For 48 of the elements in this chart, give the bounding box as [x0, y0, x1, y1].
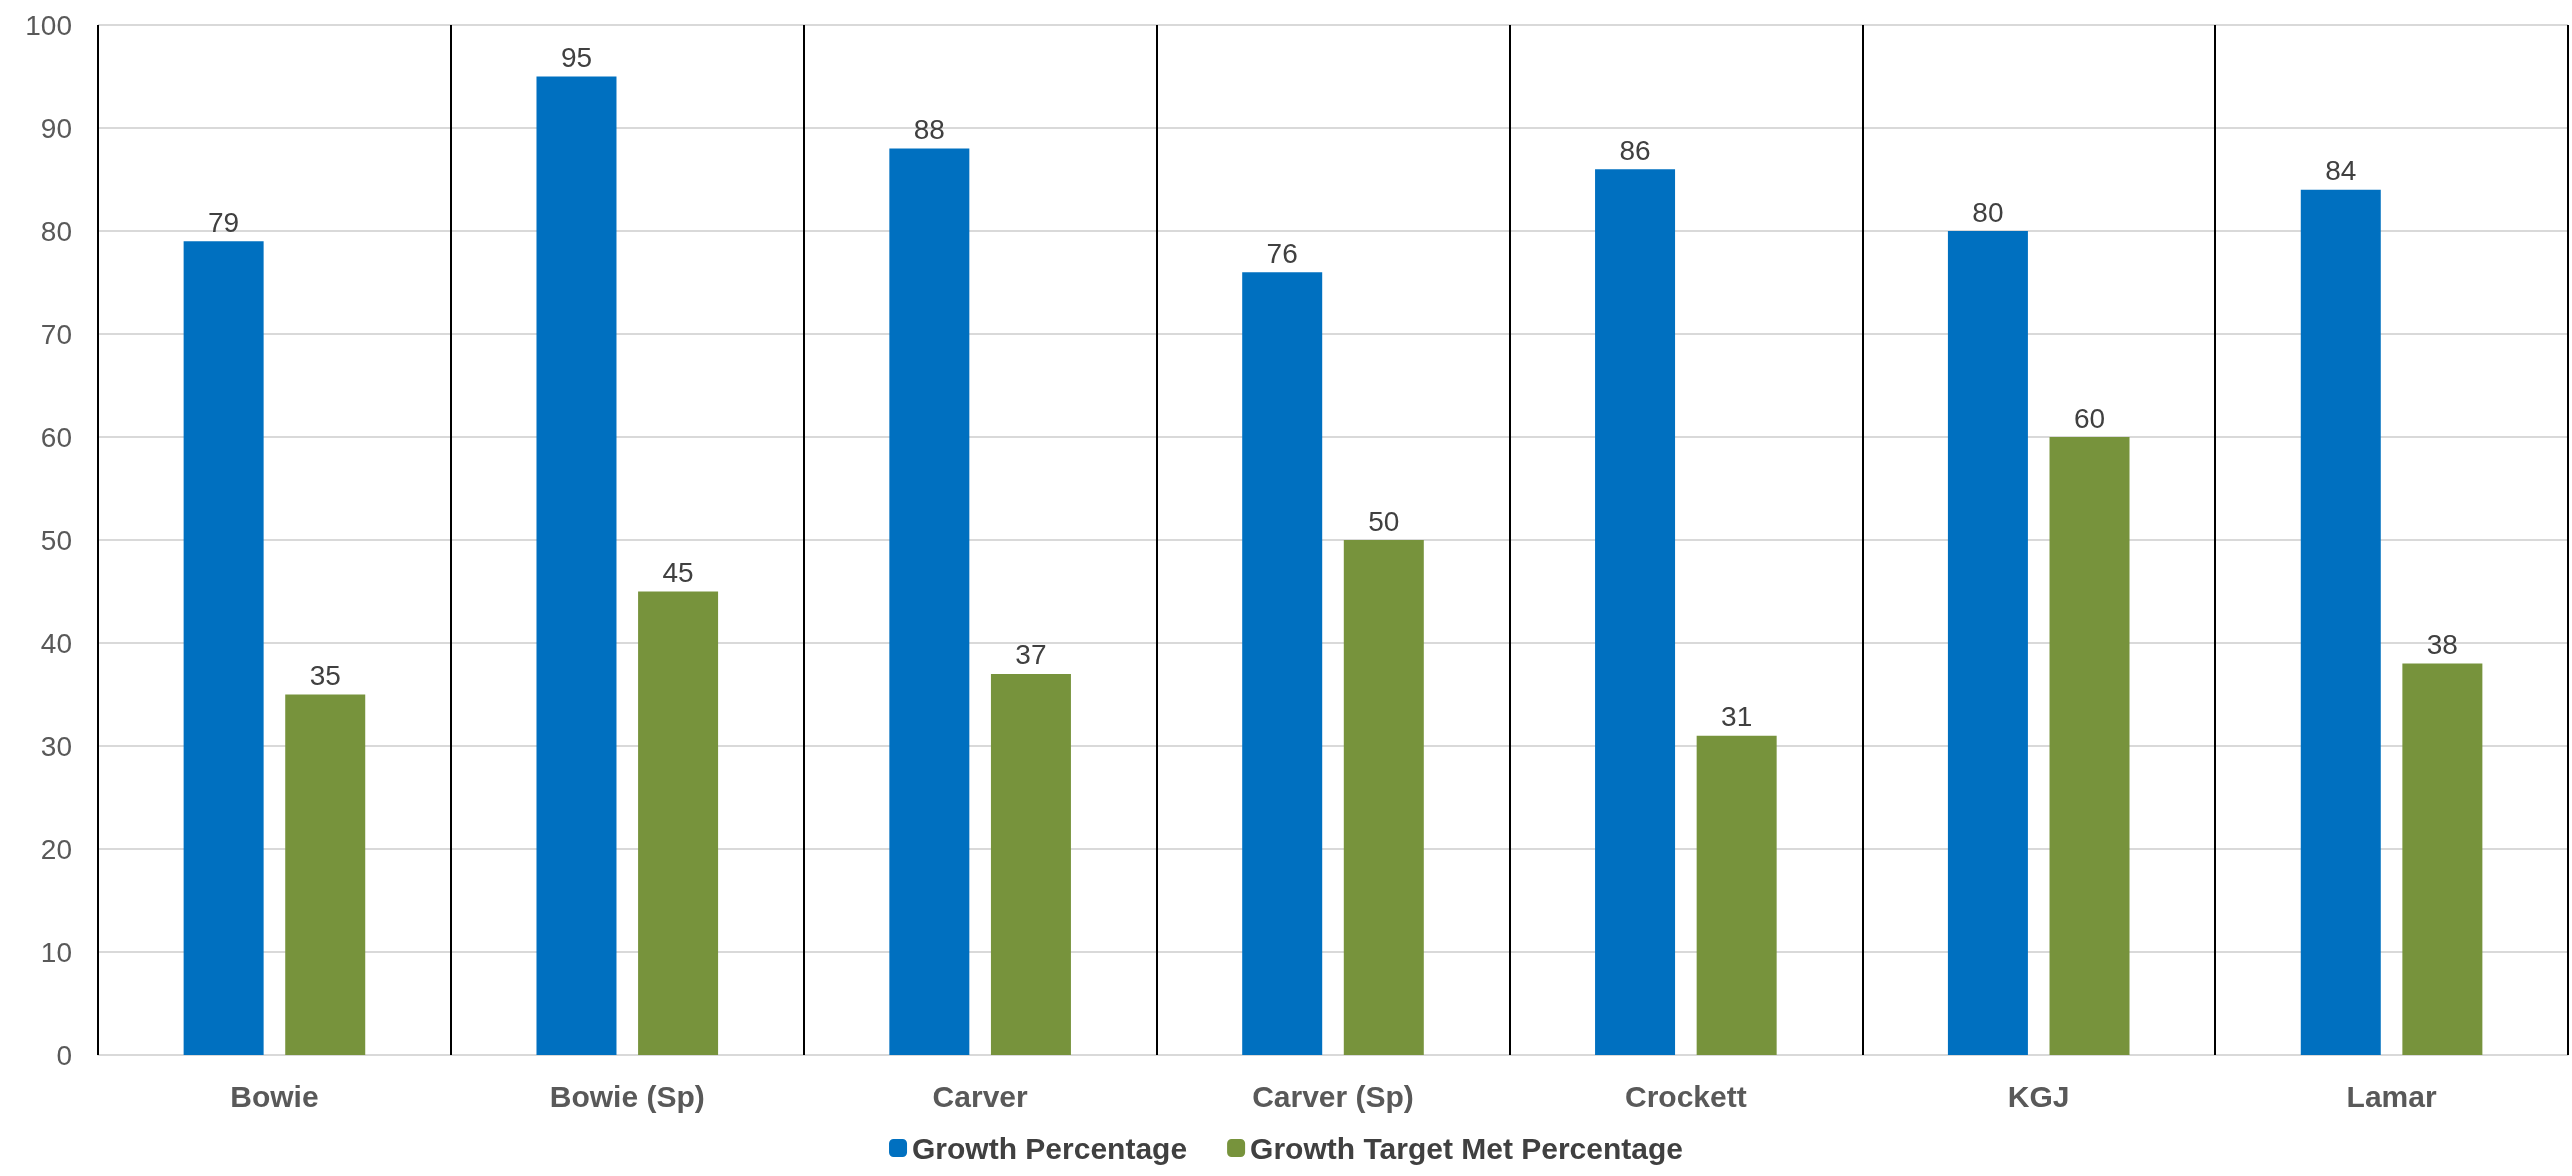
- data-label: 60: [2073, 402, 2106, 434]
- x-tick-label: Bowie (Sp): [549, 1079, 705, 1113]
- y-tick-label: 10: [40, 936, 72, 968]
- data-label: 80: [1972, 196, 2004, 228]
- x-tick-label: Lamar: [2346, 1079, 2437, 1113]
- data-label: 76: [1266, 237, 1298, 269]
- x-tick-label: Crockett: [1625, 1079, 1747, 1113]
- bar: [285, 694, 366, 1055]
- y-tick-label: 70: [40, 318, 72, 350]
- x-tick-label: Carver (Sp): [1252, 1079, 1414, 1113]
- bar: [1696, 735, 1777, 1055]
- bar: [1947, 231, 2028, 1055]
- bar: [638, 591, 719, 1055]
- bar: [990, 673, 1071, 1055]
- x-tick-label: KGJ: [2007, 1079, 2070, 1113]
- data-label: 95: [560, 42, 593, 73]
- y-tick-label: 90: [40, 112, 72, 144]
- y-tick-label: 30: [40, 730, 72, 762]
- data-label: 79: [208, 206, 240, 238]
- data-label: 86: [1619, 134, 1651, 166]
- bar: [2049, 437, 2130, 1055]
- y-tick-label: 20: [40, 833, 72, 865]
- data-label: 88: [913, 114, 945, 146]
- bar: [1595, 169, 1676, 1055]
- y-tick-label: 0: [56, 1039, 72, 1071]
- data-label: 84: [2325, 155, 2357, 187]
- data-label: 50: [1368, 505, 1400, 537]
- bar: [536, 76, 617, 1055]
- bar: [1343, 540, 1424, 1055]
- data-label: 35: [309, 660, 341, 691]
- bar: [2402, 663, 2483, 1055]
- y-tick-label: 60: [40, 421, 72, 453]
- bar: [889, 148, 970, 1055]
- legend-label: Growth Percentage: [912, 1131, 1188, 1165]
- x-tick-label: Carver: [932, 1079, 1028, 1113]
- data-label: 38: [2426, 629, 2458, 661]
- x-tick-label: Bowie: [230, 1079, 319, 1113]
- y-tick-label: 100: [25, 9, 72, 41]
- y-tick-label: 50: [40, 524, 72, 556]
- data-label: 31: [1721, 701, 1753, 733]
- bar: [2300, 189, 2381, 1055]
- y-tick-label: 40: [40, 627, 72, 659]
- data-label: 45: [662, 557, 694, 588]
- bar: [1242, 272, 1323, 1055]
- bar: [183, 241, 264, 1055]
- legend-label: Growth Target Met Percentage: [1250, 1131, 1683, 1165]
- y-tick-label: 80: [40, 215, 72, 247]
- data-label: 37: [1015, 639, 1047, 671]
